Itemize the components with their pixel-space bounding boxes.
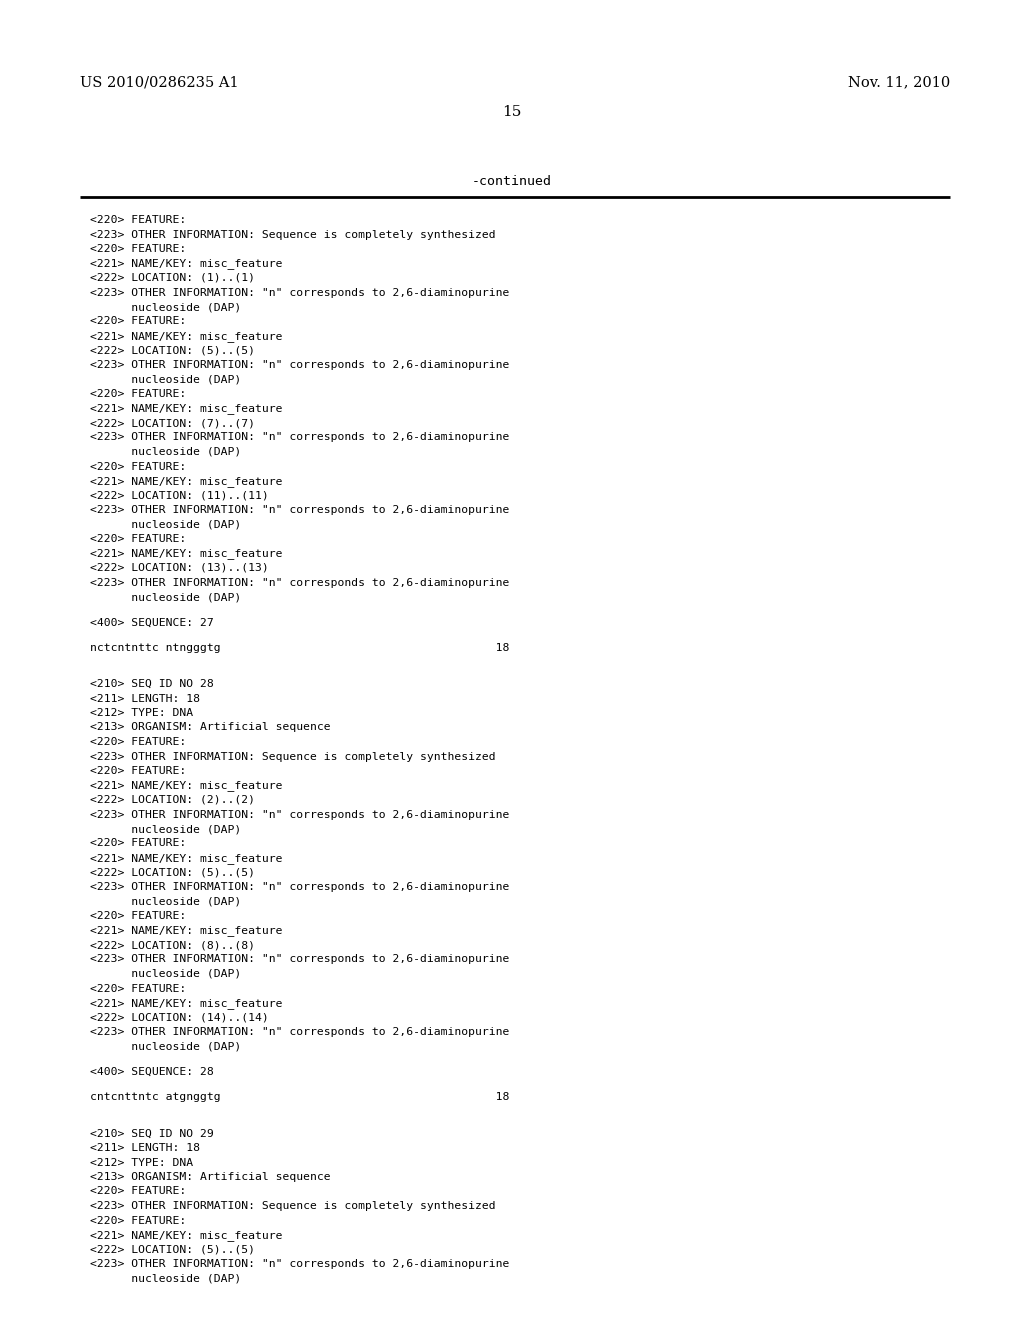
Text: nucleoside (DAP): nucleoside (DAP) <box>90 447 242 457</box>
Text: Nov. 11, 2010: Nov. 11, 2010 <box>848 75 950 88</box>
Text: <400> SEQUENCE: 28: <400> SEQUENCE: 28 <box>90 1067 214 1077</box>
Text: <222> LOCATION: (13)..(13): <222> LOCATION: (13)..(13) <box>90 564 268 573</box>
Text: <221> NAME/KEY: misc_feature: <221> NAME/KEY: misc_feature <box>90 404 283 414</box>
Text: <222> LOCATION: (5)..(5): <222> LOCATION: (5)..(5) <box>90 346 255 355</box>
Text: <221> NAME/KEY: misc_feature: <221> NAME/KEY: misc_feature <box>90 549 283 560</box>
Text: <221> NAME/KEY: misc_feature: <221> NAME/KEY: misc_feature <box>90 780 283 792</box>
Text: <220> FEATURE:: <220> FEATURE: <box>90 983 186 994</box>
Text: nucleoside (DAP): nucleoside (DAP) <box>90 896 242 907</box>
Text: cntcnttntc atgnggtg                                        18: cntcnttntc atgnggtg 18 <box>90 1092 509 1102</box>
Text: <220> FEATURE:: <220> FEATURE: <box>90 1216 186 1225</box>
Text: <223> OTHER INFORMATION: Sequence is completely synthesized: <223> OTHER INFORMATION: Sequence is com… <box>90 230 496 239</box>
Text: <220> FEATURE:: <220> FEATURE: <box>90 838 186 849</box>
Text: <213> ORGANISM: Artificial sequence: <213> ORGANISM: Artificial sequence <box>90 1172 331 1181</box>
Text: <210> SEQ ID NO 29: <210> SEQ ID NO 29 <box>90 1129 214 1138</box>
Text: <210> SEQ ID NO 28: <210> SEQ ID NO 28 <box>90 678 214 689</box>
Text: nucleoside (DAP): nucleoside (DAP) <box>90 591 242 602</box>
Text: <221> NAME/KEY: misc_feature: <221> NAME/KEY: misc_feature <box>90 998 283 1008</box>
Text: <223> OTHER INFORMATION: "n" corresponds to 2,6-diaminopurine: <223> OTHER INFORMATION: "n" corresponds… <box>90 360 509 370</box>
Text: <222> LOCATION: (5)..(5): <222> LOCATION: (5)..(5) <box>90 1245 255 1254</box>
Text: <220> FEATURE:: <220> FEATURE: <box>90 766 186 776</box>
Text: US 2010/0286235 A1: US 2010/0286235 A1 <box>80 75 239 88</box>
Text: <220> FEATURE:: <220> FEATURE: <box>90 535 186 544</box>
Text: <223> OTHER INFORMATION: Sequence is completely synthesized: <223> OTHER INFORMATION: Sequence is com… <box>90 1201 496 1210</box>
Text: <223> OTHER INFORMATION: "n" corresponds to 2,6-diaminopurine: <223> OTHER INFORMATION: "n" corresponds… <box>90 882 509 892</box>
Text: <223> OTHER INFORMATION: "n" corresponds to 2,6-diaminopurine: <223> OTHER INFORMATION: "n" corresponds… <box>90 433 509 442</box>
Text: <220> FEATURE:: <220> FEATURE: <box>90 911 186 921</box>
Text: <223> OTHER INFORMATION: "n" corresponds to 2,6-diaminopurine: <223> OTHER INFORMATION: "n" corresponds… <box>90 1027 509 1038</box>
Text: <221> NAME/KEY: misc_feature: <221> NAME/KEY: misc_feature <box>90 477 283 487</box>
Text: nucleoside (DAP): nucleoside (DAP) <box>90 375 242 384</box>
Text: <223> OTHER INFORMATION: "n" corresponds to 2,6-diaminopurine: <223> OTHER INFORMATION: "n" corresponds… <box>90 288 509 297</box>
Text: <222> LOCATION: (8)..(8): <222> LOCATION: (8)..(8) <box>90 940 255 950</box>
Text: <211> LENGTH: 18: <211> LENGTH: 18 <box>90 1143 200 1152</box>
Text: -continued: -continued <box>472 176 552 187</box>
Text: <220> FEATURE:: <220> FEATURE: <box>90 317 186 326</box>
Text: <223> OTHER INFORMATION: "n" corresponds to 2,6-diaminopurine: <223> OTHER INFORMATION: "n" corresponds… <box>90 954 509 965</box>
Text: nucleoside (DAP): nucleoside (DAP) <box>90 1274 242 1283</box>
Text: <221> NAME/KEY: misc_feature: <221> NAME/KEY: misc_feature <box>90 925 283 936</box>
Text: <220> FEATURE:: <220> FEATURE: <box>90 244 186 253</box>
Text: nucleoside (DAP): nucleoside (DAP) <box>90 824 242 834</box>
Text: 15: 15 <box>503 106 521 119</box>
Text: <221> NAME/KEY: misc_feature: <221> NAME/KEY: misc_feature <box>90 853 283 863</box>
Text: <211> LENGTH: 18: <211> LENGTH: 18 <box>90 693 200 704</box>
Text: <221> NAME/KEY: misc_feature: <221> NAME/KEY: misc_feature <box>90 1230 283 1241</box>
Text: <400> SEQUENCE: 27: <400> SEQUENCE: 27 <box>90 618 214 627</box>
Text: <222> LOCATION: (2)..(2): <222> LOCATION: (2)..(2) <box>90 795 255 805</box>
Text: nucleoside (DAP): nucleoside (DAP) <box>90 969 242 979</box>
Text: <220> FEATURE:: <220> FEATURE: <box>90 215 186 224</box>
Text: <223> OTHER INFORMATION: "n" corresponds to 2,6-diaminopurine: <223> OTHER INFORMATION: "n" corresponds… <box>90 506 509 515</box>
Text: <222> LOCATION: (14)..(14): <222> LOCATION: (14)..(14) <box>90 1012 268 1023</box>
Text: <220> FEATURE:: <220> FEATURE: <box>90 1187 186 1196</box>
Text: nctcntnttc ntngggtg                                        18: nctcntnttc ntngggtg 18 <box>90 643 509 653</box>
Text: <221> NAME/KEY: misc_feature: <221> NAME/KEY: misc_feature <box>90 331 283 342</box>
Text: <220> FEATURE:: <220> FEATURE: <box>90 737 186 747</box>
Text: nucleoside (DAP): nucleoside (DAP) <box>90 302 242 312</box>
Text: <220> FEATURE:: <220> FEATURE: <box>90 389 186 399</box>
Text: <222> LOCATION: (11)..(11): <222> LOCATION: (11)..(11) <box>90 491 268 500</box>
Text: <223> OTHER INFORMATION: Sequence is completely synthesized: <223> OTHER INFORMATION: Sequence is com… <box>90 751 496 762</box>
Text: <223> OTHER INFORMATION: "n" corresponds to 2,6-diaminopurine: <223> OTHER INFORMATION: "n" corresponds… <box>90 1259 509 1269</box>
Text: <222> LOCATION: (5)..(5): <222> LOCATION: (5)..(5) <box>90 867 255 878</box>
Text: <220> FEATURE:: <220> FEATURE: <box>90 462 186 471</box>
Text: <212> TYPE: DNA: <212> TYPE: DNA <box>90 1158 194 1167</box>
Text: <221> NAME/KEY: misc_feature: <221> NAME/KEY: misc_feature <box>90 259 283 269</box>
Text: <223> OTHER INFORMATION: "n" corresponds to 2,6-diaminopurine: <223> OTHER INFORMATION: "n" corresponds… <box>90 809 509 820</box>
Text: <213> ORGANISM: Artificial sequence: <213> ORGANISM: Artificial sequence <box>90 722 331 733</box>
Text: <223> OTHER INFORMATION: "n" corresponds to 2,6-diaminopurine: <223> OTHER INFORMATION: "n" corresponds… <box>90 578 509 587</box>
Text: <222> LOCATION: (7)..(7): <222> LOCATION: (7)..(7) <box>90 418 255 428</box>
Text: nucleoside (DAP): nucleoside (DAP) <box>90 1041 242 1052</box>
Text: nucleoside (DAP): nucleoside (DAP) <box>90 520 242 529</box>
Text: <212> TYPE: DNA: <212> TYPE: DNA <box>90 708 194 718</box>
Text: <222> LOCATION: (1)..(1): <222> LOCATION: (1)..(1) <box>90 273 255 282</box>
